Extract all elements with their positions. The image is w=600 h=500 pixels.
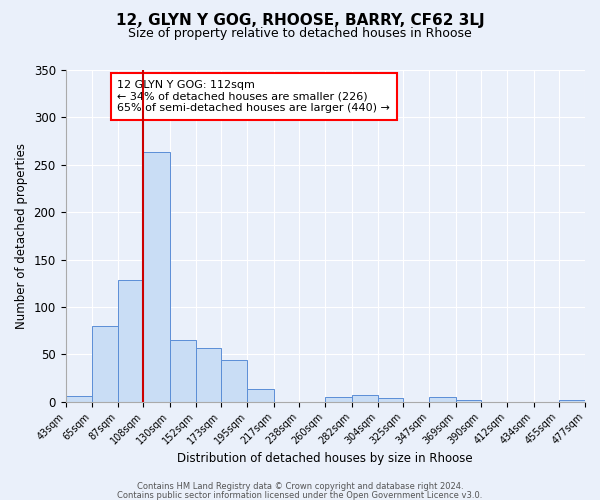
Bar (430, 397, 456, 402)
Bar (325, 397, 352, 402)
Y-axis label: Number of detached properties: Number of detached properties (15, 143, 28, 329)
Bar (92, 326, 118, 402)
Bar (378, 398, 403, 402)
Bar (143, 152, 170, 402)
Bar (352, 395, 378, 402)
Bar (65, 396, 92, 402)
Bar (247, 388, 274, 402)
Bar (196, 348, 221, 402)
X-axis label: Distribution of detached houses by size in Rhoose: Distribution of detached houses by size … (178, 452, 473, 465)
Bar (559, 400, 585, 402)
Bar (170, 340, 196, 402)
Bar (456, 400, 481, 402)
Text: Size of property relative to detached houses in Rhoose: Size of property relative to detached ho… (128, 28, 472, 40)
Bar (118, 280, 143, 402)
Bar (221, 360, 247, 402)
Text: 12 GLYN Y GOG: 112sqm
← 34% of detached houses are smaller (226)
65% of semi-det: 12 GLYN Y GOG: 112sqm ← 34% of detached … (118, 80, 391, 113)
Text: 12, GLYN Y GOG, RHOOSE, BARRY, CF62 3LJ: 12, GLYN Y GOG, RHOOSE, BARRY, CF62 3LJ (116, 12, 484, 28)
Text: Contains public sector information licensed under the Open Government Licence v3: Contains public sector information licen… (118, 490, 482, 500)
Text: Contains HM Land Registry data © Crown copyright and database right 2024.: Contains HM Land Registry data © Crown c… (137, 482, 463, 491)
